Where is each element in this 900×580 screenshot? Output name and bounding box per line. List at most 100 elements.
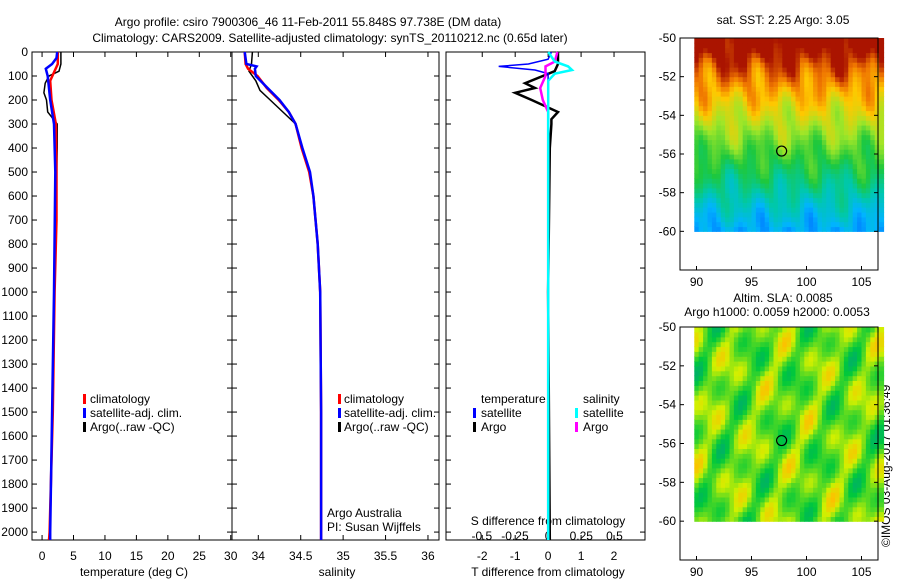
map-cell [729, 351, 735, 357]
map-cell [773, 424, 779, 430]
map-cell [786, 501, 792, 508]
map-cell [751, 438, 757, 445]
map-cell [764, 125, 770, 131]
map-cell [857, 125, 863, 131]
map-cell [782, 187, 788, 194]
map-cell [874, 428, 880, 435]
map-cell [703, 443, 709, 449]
map-cell [738, 221, 744, 228]
map-cell [782, 120, 788, 126]
map-cell [751, 390, 757, 396]
map-cell [879, 100, 885, 107]
y-tick-label: 700 [8, 213, 28, 227]
map-cell [799, 443, 805, 449]
map-cell [755, 81, 761, 87]
map-cell [821, 487, 827, 493]
map-cell [694, 443, 700, 449]
map-cell [782, 173, 788, 179]
map-cell [769, 154, 775, 160]
map-cell [804, 125, 810, 131]
map-cell [839, 346, 845, 352]
map-cell [826, 433, 832, 440]
map-cell [852, 409, 858, 415]
map-cell [777, 336, 783, 343]
map-cell [786, 399, 792, 406]
map-cell [720, 57, 726, 63]
map-cell [711, 331, 717, 338]
map-cell [769, 163, 775, 170]
map-cell [707, 129, 713, 136]
map-cell [725, 448, 731, 454]
map-cell [760, 86, 766, 92]
map-cell [720, 419, 726, 425]
map-cell [848, 139, 854, 145]
map-cell [707, 395, 713, 401]
map-cell [711, 197, 717, 203]
map-cell [835, 163, 841, 170]
map-cell [742, 154, 748, 160]
map-cell [786, 370, 792, 377]
map-cell [786, 67, 792, 73]
map-cell [808, 356, 814, 362]
map-cell [817, 336, 823, 343]
map-cell [808, 221, 814, 228]
map-cell [703, 134, 709, 141]
map-cell [861, 496, 867, 503]
map-cell [817, 154, 823, 160]
map-cell [764, 365, 770, 372]
map-cell [795, 385, 801, 391]
map-cell [799, 76, 805, 83]
map-cell [852, 428, 858, 435]
map-cell [755, 139, 761, 145]
map-cell [795, 178, 801, 184]
map-cell [694, 385, 700, 391]
map-cell [773, 81, 779, 87]
map-cell [786, 487, 792, 493]
map-cell [874, 380, 880, 386]
map-cell [839, 187, 845, 194]
map-cell [703, 414, 709, 420]
map-cell [821, 414, 827, 420]
map-cell [720, 221, 726, 228]
map-cell [861, 226, 867, 232]
map-cell [817, 516, 823, 522]
map-cell [720, 336, 726, 343]
map-cell [865, 216, 871, 223]
map-cell [755, 404, 761, 411]
map-cell [755, 414, 761, 420]
map-cell [843, 370, 849, 377]
map-cell [711, 496, 717, 503]
map-cell [843, 511, 849, 517]
map-cell [791, 187, 797, 194]
map-cell [755, 91, 761, 97]
map-cell [773, 216, 779, 223]
map-cell [879, 380, 885, 386]
map-cell [769, 139, 775, 145]
map-cell [817, 443, 823, 449]
map-cell [861, 492, 867, 498]
map-cell [830, 207, 836, 213]
map-cell [879, 62, 885, 68]
map-cell [795, 467, 801, 474]
map-cell [795, 207, 801, 213]
map-cell [729, 462, 735, 469]
map-cell [808, 448, 814, 454]
map-cell [777, 487, 783, 493]
map-cell [804, 134, 810, 141]
map-cell [821, 511, 827, 517]
map-cell [773, 71, 779, 78]
map-cell [835, 226, 841, 232]
map-cell [817, 91, 823, 97]
map-cell [703, 487, 709, 493]
map-cell [857, 356, 863, 362]
map-cell [852, 365, 858, 372]
map-cell [861, 336, 867, 343]
map-cell [799, 438, 805, 445]
map-cell [777, 71, 783, 78]
map-cell [694, 57, 700, 63]
map-cell [782, 395, 788, 401]
map-cell [782, 467, 788, 474]
legend-swatch-argo [83, 422, 86, 432]
map-cell [865, 438, 871, 445]
map-cell [843, 399, 849, 406]
